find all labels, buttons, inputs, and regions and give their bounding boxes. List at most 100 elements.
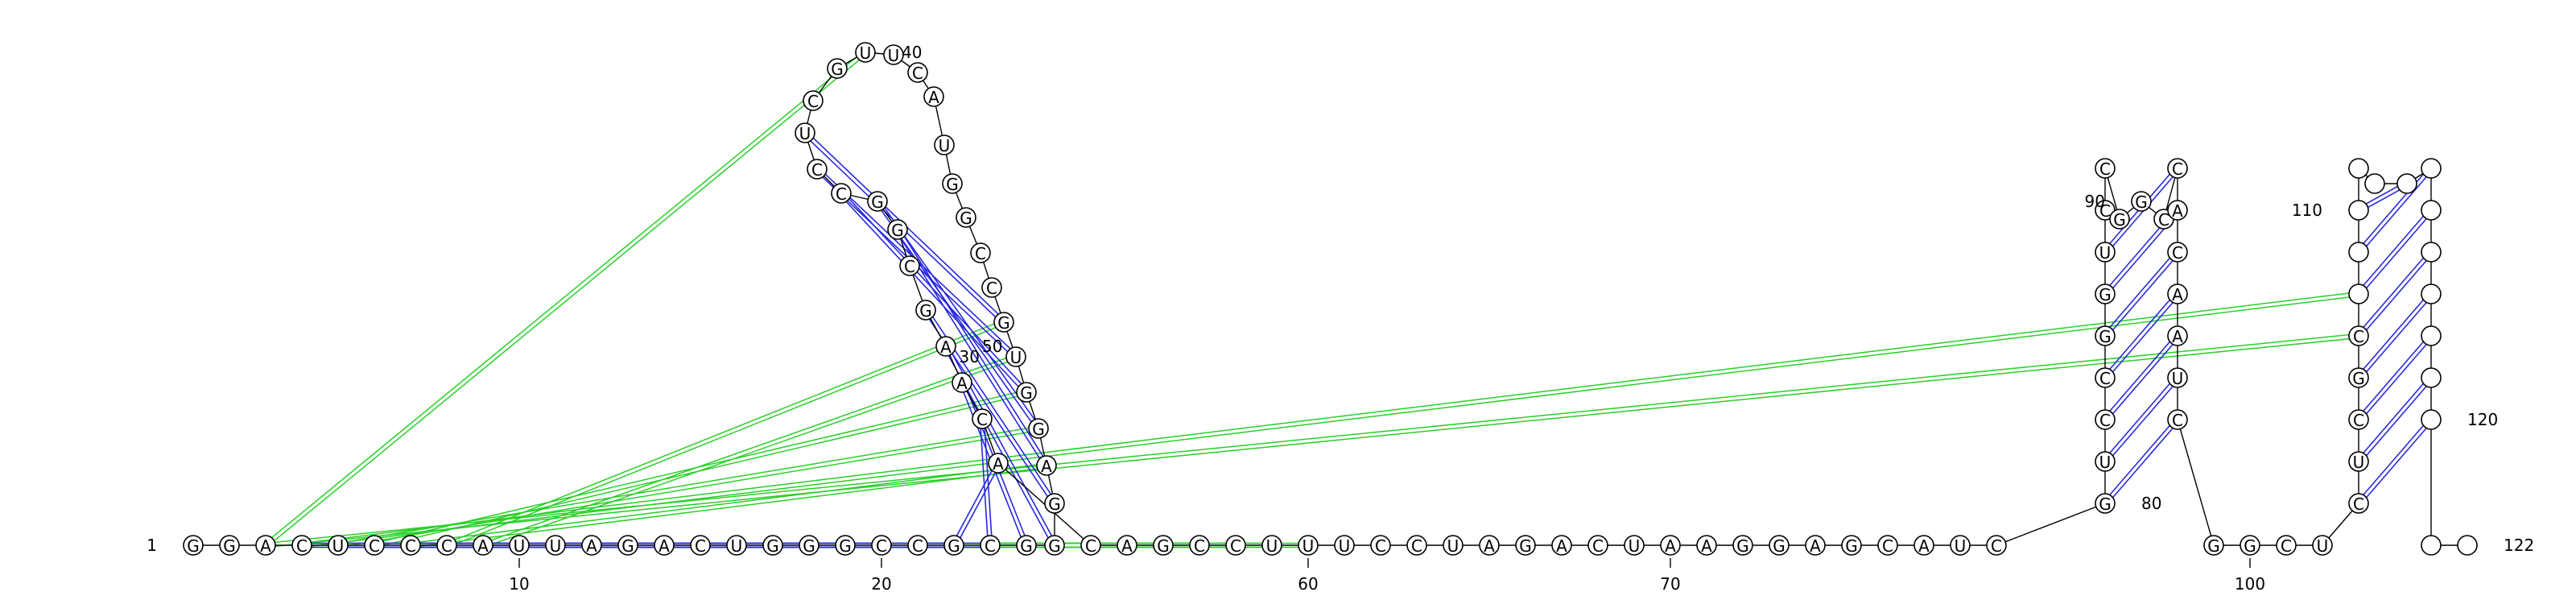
nucleotide-66: G	[1515, 535, 1536, 556]
svg-text:U: U	[2172, 369, 2184, 388]
nucleotide-61: U	[1334, 535, 1355, 556]
base-pair-line	[2106, 253, 2180, 338]
base-pair-line	[955, 463, 1001, 547]
nucleotide-2: G	[219, 535, 240, 556]
svg-text:G: G	[891, 221, 904, 240]
nucleotide-21: C	[907, 535, 928, 556]
nucleotide-117	[2421, 284, 2442, 304]
nucleotide-72: G	[1732, 535, 1753, 556]
svg-text:G: G	[2099, 495, 2112, 514]
nucleotides: G G A C U C C C A U U A G A C U G G G C C G C G GGAGGUGCCGGUACUU…	[183, 42, 2478, 556]
svg-text:A: A	[1041, 457, 1052, 476]
nucleotide-80: G	[2095, 493, 2116, 514]
svg-text:A: A	[1810, 536, 1821, 556]
nucleotide-97: U	[2167, 367, 2188, 388]
tertiary-pair-line	[302, 295, 2359, 548]
svg-text:C: C	[2158, 210, 2169, 230]
base-pair-line	[2106, 295, 2180, 380]
base-pair-line	[2106, 337, 2180, 422]
backbone-segment	[2177, 419, 2215, 546]
nucleotide-108	[2348, 284, 2369, 304]
svg-text:C: C	[2172, 159, 2183, 179]
position-label-90: 90	[2085, 192, 2105, 211]
position-label-30: 30	[960, 347, 980, 366]
svg-text:U: U	[514, 536, 526, 556]
base-pair-line	[839, 194, 1026, 395]
backbone-segment	[1996, 503, 2106, 546]
tertiary-interactions	[263, 50, 2359, 548]
svg-text:C: C	[1882, 536, 1893, 556]
svg-text:G: G	[997, 313, 1010, 333]
nucleotide-5: U	[328, 535, 349, 556]
base-pairs	[302, 130, 2434, 548]
svg-text:C: C	[986, 279, 997, 298]
svg-text:G: G	[1845, 536, 1858, 556]
svg-text:C: C	[836, 184, 847, 204]
nucleotide-16: U	[726, 535, 747, 556]
nucleotide-12: A	[581, 535, 602, 556]
nucleotide-43: U	[795, 122, 815, 143]
nucleotide-45: C	[831, 183, 852, 204]
tertiary-pair-line	[265, 333, 2359, 544]
base-pair-line	[2103, 375, 2177, 461]
nucleotide-7: C	[400, 535, 421, 556]
base-pair-line	[2359, 379, 2434, 464]
svg-text:G: G	[2099, 285, 2112, 304]
base-pair-line	[2103, 292, 2177, 377]
svg-text:U: U	[939, 136, 951, 155]
base-pair-line	[2356, 250, 2430, 335]
svg-text:A: A	[2172, 327, 2183, 346]
nucleotide-46: G	[867, 191, 888, 212]
base-pair-line	[2103, 417, 2177, 503]
nucleotide-58: C	[1225, 535, 1246, 556]
nucleotide-70: A	[1660, 535, 1681, 556]
nucleotide-28: G	[1028, 418, 1049, 439]
svg-text:U: U	[2353, 453, 2365, 472]
svg-text:U: U	[1302, 536, 1315, 556]
position-label-110: 110	[2292, 201, 2322, 220]
nucleotide-17: G	[762, 535, 783, 556]
svg-text:U: U	[1266, 536, 1278, 556]
nucleotide-115	[2421, 200, 2442, 221]
nucleotide-35: G	[942, 173, 963, 194]
svg-text:U: U	[731, 536, 743, 556]
nucleotide-40: U	[855, 42, 876, 63]
base-pair-line	[2359, 420, 2434, 506]
svg-text:C: C	[369, 536, 380, 556]
nucleotide-26: G	[1044, 493, 1065, 514]
svg-text:G: G	[960, 209, 972, 228]
svg-text:G: G	[1157, 536, 1170, 556]
nucleotide-39: U	[883, 44, 904, 65]
svg-text:G: G	[187, 536, 200, 556]
nucleotide-67: A	[1551, 535, 1572, 556]
svg-text:U: U	[860, 43, 872, 63]
svg-text:C: C	[405, 536, 416, 556]
svg-text:G: G	[2207, 536, 2220, 556]
svg-text:U: U	[550, 536, 562, 556]
nucleotide-68: C	[1587, 535, 1608, 556]
base-pair-line	[2356, 333, 2430, 419]
nucleotide-14: A	[654, 535, 675, 556]
svg-text:C: C	[1085, 536, 1096, 556]
svg-text:C: C	[1991, 536, 2002, 556]
svg-text:C: C	[976, 410, 988, 429]
nucleotide-27: A	[1036, 455, 1057, 476]
svg-text:G: G	[1020, 536, 1033, 556]
svg-text:C: C	[2099, 159, 2111, 179]
svg-text:C: C	[912, 536, 923, 556]
svg-text:C: C	[441, 536, 452, 556]
nucleotide-37: A	[923, 86, 944, 107]
nucleotide-42: C	[803, 90, 824, 111]
base-pair-line	[952, 461, 997, 545]
nucleotide-114	[2421, 158, 2442, 179]
svg-text:C: C	[1592, 536, 1604, 556]
nucleotide-32: C	[981, 277, 1002, 298]
base-pair-line	[2359, 211, 2434, 296]
nucleotide-121	[2421, 535, 2442, 556]
position-label-20: 20	[871, 574, 891, 594]
svg-text:U: U	[1339, 536, 1351, 556]
tertiary-pair-line	[483, 358, 1018, 548]
nucleotide-100: G	[2240, 535, 2260, 556]
base-pair-line	[2103, 333, 2177, 419]
svg-text:A: A	[1121, 536, 1133, 556]
